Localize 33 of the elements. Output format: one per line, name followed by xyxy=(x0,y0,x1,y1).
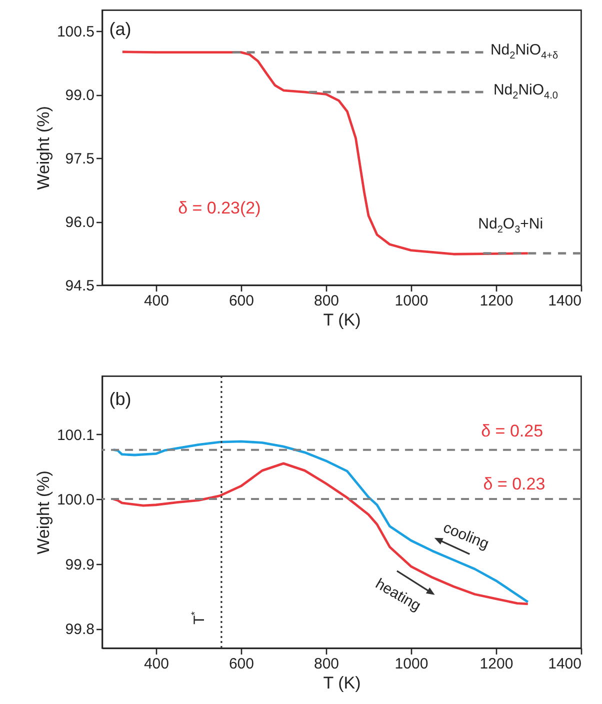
x-tick-label: 800 xyxy=(314,292,339,310)
annotation: δ = 0.23 xyxy=(483,474,546,493)
y-tick-label: 96.0 xyxy=(65,214,94,232)
annotation: (a) xyxy=(109,19,132,40)
annotation: δ = 0.23(2) xyxy=(178,198,261,218)
x-tick-label: 600 xyxy=(228,292,254,310)
x-tick-label: 1400 xyxy=(548,292,582,310)
y-tick-label: 99.0 xyxy=(65,87,94,104)
x-axis-title: T (K) xyxy=(323,310,361,330)
y-tick-label: 100.5 xyxy=(56,24,94,41)
annotation: (b) xyxy=(109,388,132,409)
annotation: δ = 0.25 xyxy=(481,422,544,441)
x-axis-title: T (K) xyxy=(323,674,361,692)
y-tick-label: 99.9 xyxy=(65,556,94,574)
y-axis-title: Weight (%) xyxy=(34,106,53,190)
y-tick-label: 94.5 xyxy=(65,278,94,294)
y-tick-label: 100.1 xyxy=(56,426,94,444)
y-tick-label: 99.8 xyxy=(65,621,94,638)
annotation: Nd$_{2}$NiO$_{4+δ}$ xyxy=(490,42,558,62)
x-tick-label: 1400 xyxy=(548,656,582,672)
x-tick-label: 800 xyxy=(314,656,339,672)
y-tick-label: 97.5 xyxy=(65,150,94,168)
annotation: Nd$_{2}$O$_{3}$+Ni xyxy=(478,215,544,236)
x-tick-label: 1200 xyxy=(480,292,514,310)
x-tick-label: 1000 xyxy=(394,656,428,672)
x-tick-label: 600 xyxy=(228,656,254,672)
annotation: Nd$_{2}$NiO$_{4.0}$ xyxy=(493,82,558,102)
x-tick-label: 1000 xyxy=(394,292,428,310)
x-tick-label: 400 xyxy=(144,656,169,672)
y-axis-title: Weight (%) xyxy=(34,470,53,554)
x-tick-label: 1200 xyxy=(480,656,514,672)
y-tick-label: 100.0 xyxy=(56,492,94,509)
x-tick-label: 400 xyxy=(144,292,169,310)
